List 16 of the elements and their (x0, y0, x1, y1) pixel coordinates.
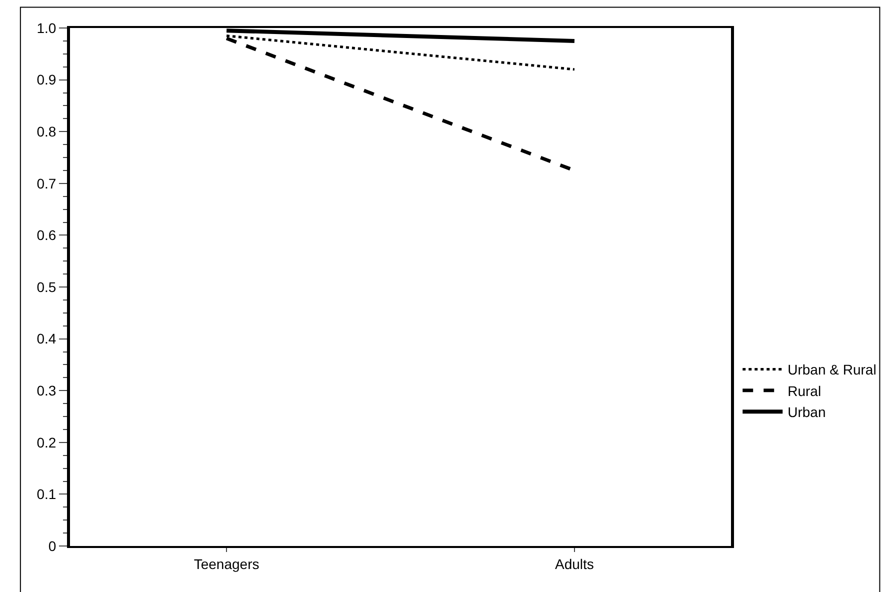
legend-label: Urban & Rural (788, 362, 876, 378)
y-tick-label: 0.4 (36, 330, 56, 347)
x-tick-label: Adults (554, 556, 594, 572)
y-tick-label: 0.9 (36, 72, 56, 88)
y-tick-label: 1.0 (36, 20, 56, 36)
y-tick-label: 0.6 (36, 227, 56, 244)
y-tick-label: 0 (48, 538, 56, 554)
y-tick-label: 0.8 (36, 124, 56, 140)
y-tick-label: 0.2 (36, 434, 56, 450)
legend-label: Urban (788, 404, 826, 420)
legend-label: Rural (788, 382, 822, 399)
y-tick-label: 0.5 (36, 278, 56, 295)
y-tick-label: 0.1 (36, 486, 56, 502)
x-tick-label: Teenagers (194, 556, 260, 572)
y-tick-label: 0.7 (36, 175, 56, 192)
y-tick-label: 0.3 (36, 382, 56, 398)
